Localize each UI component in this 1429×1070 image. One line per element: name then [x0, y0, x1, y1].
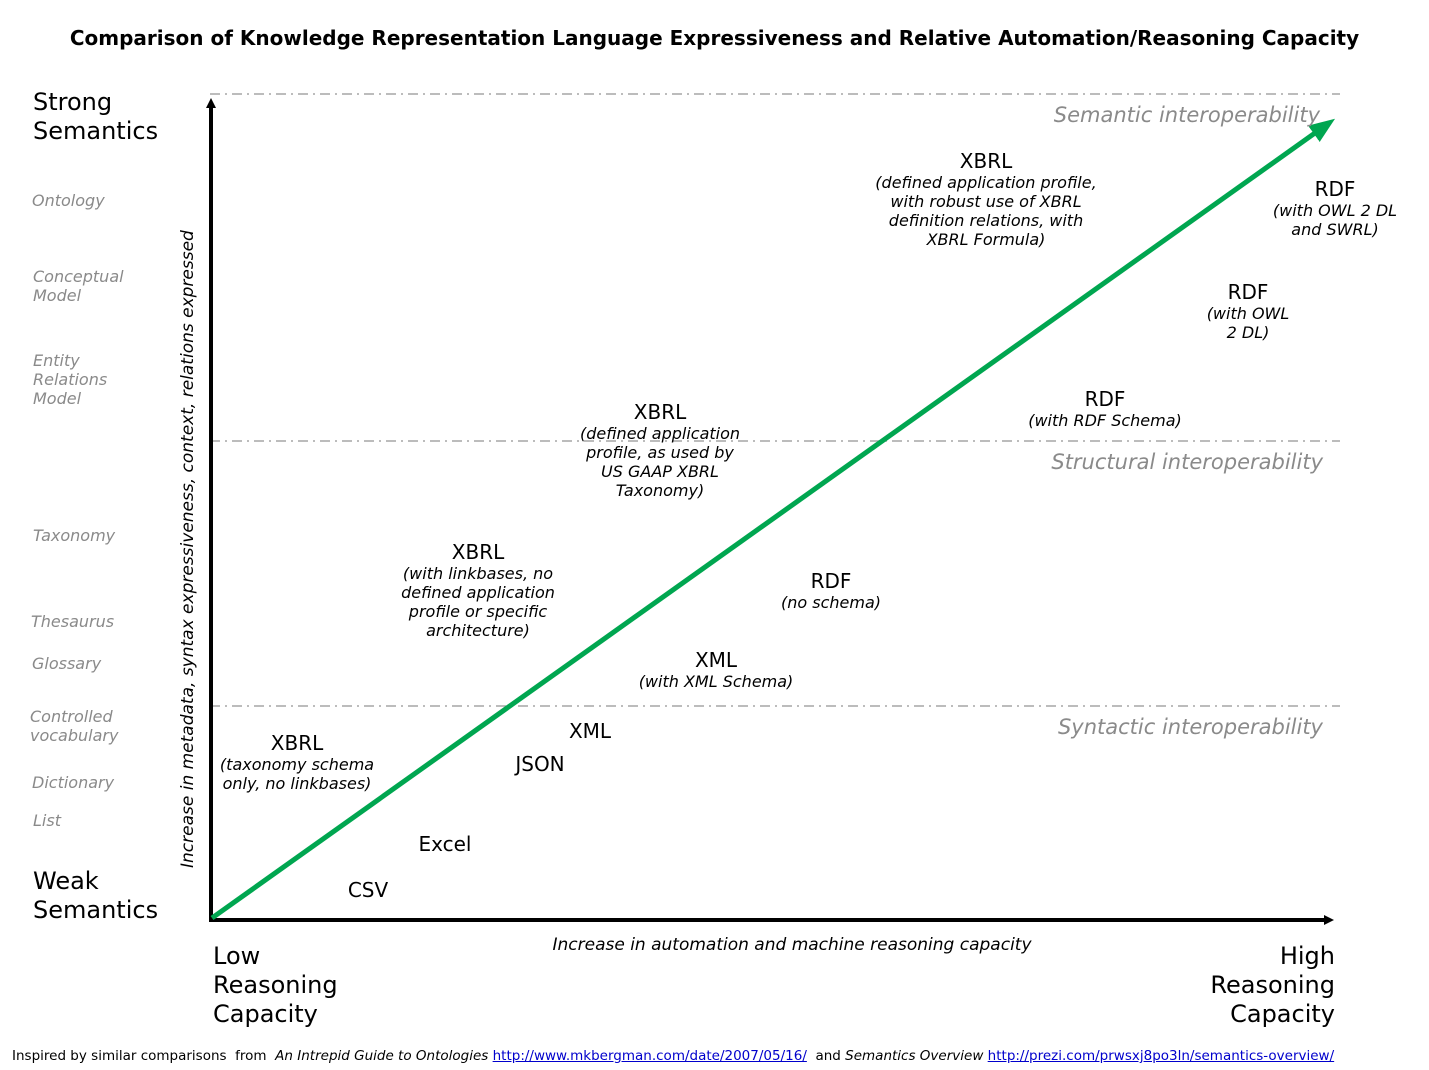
item-name: RDF — [1084, 387, 1126, 411]
item-desc: (with OWL — [1206, 304, 1290, 323]
scale-controlled-vocabulary: Controlled vocabulary — [30, 707, 118, 745]
scale-text: Ontology — [32, 191, 105, 210]
page-title: Comparison of Knowledge Representation L… — [69, 26, 1360, 50]
scale-text: Glossary — [32, 654, 102, 673]
scale-taxonomy: Taxonomy — [33, 526, 115, 545]
item-desc: XBRL Formula) — [926, 230, 1046, 249]
item-desc: profile, as used by — [586, 443, 734, 462]
item-xbrl-formula: XBRL (defined application profile, with … — [856, 149, 1116, 249]
strong-semantics-label: Strong Semantics — [33, 88, 158, 146]
high-reasoning-line: Capacity — [1230, 1000, 1335, 1028]
item-name: CSV — [347, 878, 389, 902]
footer-source-2: Semantics Overview — [845, 1048, 984, 1064]
item-desc: definition relations, with — [888, 211, 1084, 230]
item-json: JSON — [490, 752, 590, 776]
item-excel: Excel — [395, 832, 495, 856]
item-name: XBRL — [270, 731, 324, 755]
item-desc: (with XML Schema) — [638, 672, 794, 691]
structural-interoperability-label: Structural interoperability — [1051, 450, 1323, 474]
low-reasoning-line: Reasoning — [213, 971, 338, 999]
weak-semantics-line-1: Weak — [33, 867, 99, 895]
item-desc: only, no linkbases) — [222, 774, 372, 793]
item-name: RDF — [810, 569, 852, 593]
footer-middle: and — [806, 1048, 846, 1064]
item-xbrl-taxonomy-schema: XBRL (taxonomy schema only, no linkbases… — [207, 731, 387, 793]
scale-text: Relations — [33, 370, 108, 389]
item-name: Excel — [418, 832, 472, 856]
weak-semantics-label: Weak Semantics — [33, 867, 158, 925]
item-desc: with robust use of XBRL — [890, 192, 1082, 211]
scale-text: List — [33, 811, 61, 830]
item-name: XML — [694, 648, 738, 672]
scale-ontology: Ontology — [32, 191, 105, 210]
scale-text: Model — [33, 389, 82, 408]
scale-text: Dictionary — [32, 773, 115, 792]
item-desc: (no schema) — [780, 593, 881, 612]
item-name: RDF — [1227, 280, 1269, 304]
strong-semantics-line-2: Semantics — [33, 117, 159, 145]
syntactic-interoperability-label: Syntactic interoperability — [1057, 715, 1323, 739]
semantic-interoperability-label: Semantic interoperability — [1053, 103, 1320, 127]
trend-arrow — [210, 118, 1336, 921]
item-desc: 2 DL) — [1226, 323, 1270, 342]
scale-conceptual-model: Conceptual Model — [33, 267, 124, 305]
item-name: XBRL — [959, 149, 1013, 173]
item-desc: (taxonomy schema — [219, 755, 375, 774]
scale-glossary: Glossary — [32, 654, 101, 673]
item-desc: (with linkbases, no — [402, 564, 554, 583]
scale-entity-relations-model: Entity Relations Model — [33, 351, 107, 408]
scale-list: List — [33, 811, 61, 830]
item-desc: and SWRL) — [1291, 220, 1379, 239]
item-desc: (defined application — [579, 424, 741, 443]
scale-text: Conceptual — [33, 267, 124, 286]
item-name: XBRL — [633, 400, 687, 424]
low-reasoning-line: Capacity — [213, 1000, 318, 1028]
item-csv: CSV — [318, 878, 418, 902]
item-rdf-with-rdf-schema: RDF (with RDF Schema) — [1005, 387, 1205, 430]
scale-text: vocabulary — [30, 726, 119, 745]
scale-text: Thesaurus — [31, 612, 115, 631]
item-desc: US GAAP XBRL — [601, 462, 719, 481]
scale-dictionary: Dictionary — [32, 773, 114, 792]
high-reasoning-label: High Reasoning Capacity — [1135, 942, 1335, 1029]
item-rdf-with-owl-swrl: RDF (with OWL 2 DL and SWRL) — [1260, 177, 1410, 239]
scale-text: Controlled — [30, 707, 113, 726]
item-desc: architecture) — [426, 621, 530, 640]
low-reasoning-label: Low Reasoning Capacity — [213, 942, 338, 1029]
item-name: RDF — [1314, 177, 1356, 201]
item-desc: profile or specific — [408, 602, 548, 621]
strong-semantics-line-1: Strong — [33, 88, 113, 116]
item-name: JSON — [515, 752, 565, 776]
x-axis-label: Increase in automation and machine reaso… — [552, 935, 1032, 955]
scale-text: Taxonomy — [33, 526, 116, 545]
item-desc: (defined application profile, — [875, 173, 1097, 192]
low-reasoning-line: Low — [213, 942, 261, 970]
item-desc: (with OWL 2 DL — [1272, 201, 1398, 220]
footer-citation: Inspired by similar comparisons from An … — [12, 1048, 1334, 1064]
item-rdf-with-owl: RDF (with OWL 2 DL) — [1188, 280, 1308, 342]
item-xbrl-us-gaap: XBRL (defined application profile, as us… — [560, 400, 760, 500]
footer-link-prezi[interactable]: http://prezi.com/prwsxj8po3ln/semantics-… — [987, 1048, 1335, 1064]
item-xbrl-linkbases: XBRL (with linkbases, no defined applica… — [378, 540, 578, 640]
y-axis-label: Increase in metadata, syntax expressiven… — [178, 230, 198, 868]
scale-text: Model — [33, 286, 82, 305]
footer-link-mkbergman[interactable]: http://www.mkbergman.com/date/2007/05/16… — [492, 1048, 807, 1064]
item-xml-with-schema: XML (with XML Schema) — [616, 648, 816, 691]
item-desc: Taxonomy) — [615, 481, 705, 500]
item-name: XBRL — [451, 540, 505, 564]
high-reasoning-line: Reasoning — [1210, 971, 1335, 999]
item-rdf-no-schema: RDF (no schema) — [751, 569, 911, 612]
footer-prefix: Inspired by similar comparisons from — [12, 1048, 271, 1064]
weak-semantics-line-2: Semantics — [33, 896, 159, 924]
item-name: XML — [568, 719, 612, 743]
item-xml: XML — [540, 719, 640, 743]
item-desc: defined application — [401, 583, 555, 602]
footer-source-1: An Intrepid Guide to Ontologies — [275, 1048, 489, 1064]
scale-thesaurus: Thesaurus — [31, 612, 114, 631]
item-desc: (with RDF Schema) — [1028, 411, 1182, 430]
high-reasoning-line: High — [1279, 942, 1335, 970]
scale-text: Entity — [33, 351, 80, 370]
